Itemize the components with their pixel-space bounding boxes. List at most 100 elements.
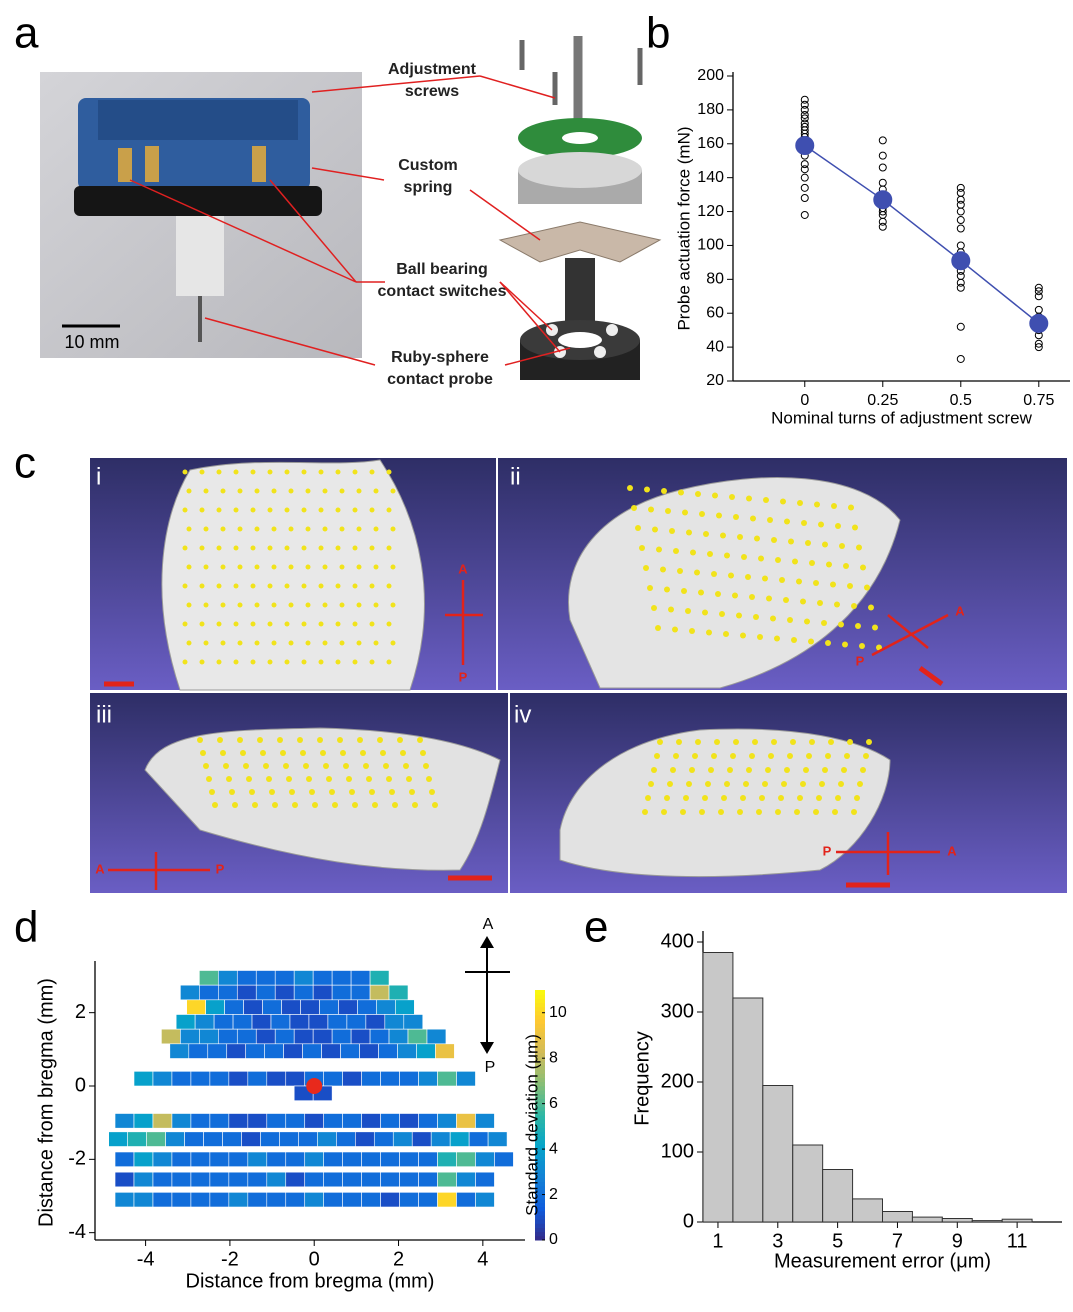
view-label: ii bbox=[510, 463, 521, 490]
landmark-dot bbox=[753, 614, 759, 620]
landmark-dot bbox=[664, 795, 670, 801]
heatmap-cell bbox=[225, 1000, 244, 1015]
landmark-dot bbox=[775, 557, 781, 563]
landmark-dot bbox=[779, 577, 785, 583]
landmark-dot bbox=[266, 776, 272, 782]
histogram-bar bbox=[853, 1199, 883, 1222]
landmark-dot bbox=[329, 789, 335, 795]
heatmap-cell bbox=[324, 1114, 343, 1129]
data-point bbox=[957, 242, 964, 249]
landmark-dot bbox=[670, 767, 676, 773]
landmark-dot bbox=[221, 641, 226, 646]
landmark-dot bbox=[844, 753, 850, 759]
landmark-dot bbox=[627, 485, 633, 491]
landmark-dot bbox=[221, 527, 226, 532]
landmark-dot bbox=[794, 809, 800, 815]
landmark-dot bbox=[353, 584, 358, 589]
landmark-dot bbox=[187, 603, 192, 608]
heatmap-cell bbox=[438, 1192, 457, 1207]
x-tick-label: 0.25 bbox=[867, 392, 898, 409]
heatmap-cell bbox=[309, 1015, 328, 1030]
landmark-dot bbox=[221, 565, 226, 570]
landmark-dot bbox=[363, 763, 369, 769]
heatmap-cell bbox=[412, 1132, 431, 1147]
landmark-dot bbox=[317, 737, 323, 743]
landmark-dot bbox=[369, 789, 375, 795]
landmark-dot bbox=[370, 660, 375, 665]
landmark-dot bbox=[303, 763, 309, 769]
heatmap-cell bbox=[153, 1071, 172, 1086]
landmark-dot bbox=[864, 585, 870, 591]
landmark-dot bbox=[651, 767, 657, 773]
landmark-dot bbox=[292, 802, 298, 808]
landmark-dot bbox=[283, 763, 289, 769]
landmark-dot bbox=[712, 493, 718, 499]
heatmap-cell bbox=[408, 1029, 427, 1044]
landmark-dot bbox=[767, 517, 773, 523]
landmark-dot bbox=[387, 546, 392, 551]
landmark-dot bbox=[656, 547, 662, 553]
heatmap-cell bbox=[357, 1000, 376, 1015]
landmark-dot bbox=[750, 516, 756, 522]
direction-label: P bbox=[823, 843, 832, 858]
y-tick-label: 140 bbox=[697, 169, 724, 186]
heatmap-cell bbox=[256, 985, 275, 1000]
landmark-dot bbox=[683, 795, 689, 801]
landmark-dot bbox=[746, 496, 752, 502]
x-tick-label: -2 bbox=[221, 1248, 239, 1270]
direction-label: A bbox=[95, 861, 105, 876]
heatmap-cell bbox=[438, 1152, 457, 1167]
heatmap-cell bbox=[210, 1172, 229, 1187]
landmark-dot bbox=[859, 643, 865, 649]
heatmap-cell bbox=[134, 1172, 153, 1187]
heatmap-cell bbox=[381, 1172, 400, 1187]
landmark-dot bbox=[353, 470, 358, 475]
landmark-dot bbox=[703, 531, 709, 537]
landmark-dot bbox=[257, 737, 263, 743]
colorbar-slice bbox=[535, 998, 545, 1003]
landmark-dot bbox=[268, 508, 273, 513]
heatmap-cell bbox=[381, 1152, 400, 1167]
heatmap-cell bbox=[351, 1029, 370, 1044]
heatmap-cell bbox=[191, 1172, 210, 1187]
landmark-dot bbox=[647, 585, 653, 591]
landmark-dot bbox=[694, 570, 700, 576]
panel-label: c bbox=[14, 439, 36, 488]
landmark-dot bbox=[187, 489, 192, 494]
heatmap-cell bbox=[227, 1044, 246, 1059]
heatmap-cell bbox=[229, 1152, 248, 1167]
y-tick-label: 2 bbox=[75, 1001, 86, 1023]
callout: Ball bearing bbox=[396, 261, 488, 278]
landmark-dot bbox=[300, 750, 306, 756]
landmark-dot bbox=[336, 584, 341, 589]
colorbar-slice bbox=[535, 1028, 545, 1033]
landmark-dot bbox=[719, 611, 725, 617]
landmark-dot bbox=[737, 534, 743, 540]
landmark-dot bbox=[204, 565, 209, 570]
landmark-dot bbox=[826, 562, 832, 568]
landmark-dot bbox=[243, 763, 249, 769]
heatmap-cell bbox=[475, 1152, 494, 1167]
data-point bbox=[879, 164, 886, 171]
landmark-dot bbox=[409, 789, 415, 795]
landmark-dot bbox=[374, 565, 379, 570]
landmark-dot bbox=[336, 470, 341, 475]
landmark-dot bbox=[715, 591, 721, 597]
landmark-dot bbox=[323, 641, 328, 646]
landmark-dot bbox=[667, 781, 673, 787]
landmark-dot bbox=[352, 802, 358, 808]
colorbar-slice bbox=[535, 1007, 545, 1012]
landmark-dot bbox=[302, 470, 307, 475]
view-label: i bbox=[96, 463, 101, 490]
y-tick-label: 120 bbox=[697, 203, 724, 220]
heatmap-cell bbox=[170, 1044, 189, 1059]
y-tick-label: 0 bbox=[683, 1210, 694, 1232]
landmark-dot bbox=[272, 641, 277, 646]
landmark-dot bbox=[631, 505, 637, 511]
landmark-dot bbox=[280, 750, 286, 756]
landmark-dot bbox=[787, 753, 793, 759]
heatmap-cell bbox=[343, 1071, 362, 1086]
landmark-dot bbox=[842, 642, 848, 648]
landmark-dot bbox=[204, 527, 209, 532]
landmark-dot bbox=[723, 631, 729, 637]
